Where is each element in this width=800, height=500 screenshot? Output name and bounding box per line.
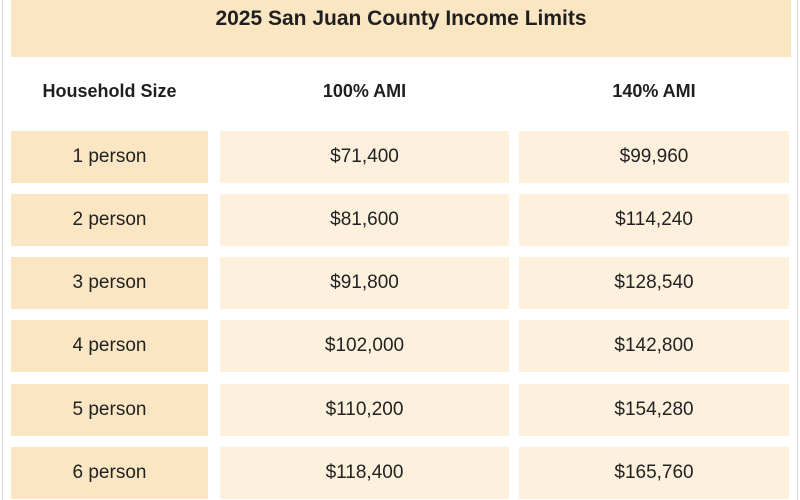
- table-row: 4 person $102,000 $142,800: [3, 320, 800, 372]
- ami-140-cell: $114,240: [519, 194, 789, 246]
- household-size-cell: 3 person: [11, 257, 208, 309]
- ami-140-cell: $154,280: [519, 384, 789, 436]
- table-title-bar: 2025 San Juan County Income Limits: [11, 0, 791, 57]
- ami-100-cell: $102,000: [220, 320, 509, 372]
- table-row: 6 person $118,400 $165,760: [3, 447, 800, 499]
- table-title: 2025 San Juan County Income Limits: [215, 6, 587, 30]
- ami-140-cell: $99,960: [519, 131, 789, 183]
- table-row: 3 person $91,800 $128,540: [3, 257, 800, 309]
- household-size-cell: 6 person: [11, 447, 208, 499]
- column-header-140-ami: 140% AMI: [612, 80, 696, 101]
- table-row: 2 person $81,600 $114,240: [3, 194, 800, 246]
- ami-100-cell: $81,600: [220, 194, 509, 246]
- ami-140-cell: $165,760: [519, 447, 789, 499]
- table-row: 1 person $71,400 $99,960: [3, 131, 800, 183]
- table-header-row: Household Size 100% AMI 140% AMI: [3, 66, 800, 116]
- ami-100-cell: $91,800: [220, 257, 509, 309]
- table-row: 5 person $110,200 $154,280: [3, 384, 800, 436]
- household-size-cell: 1 person: [11, 131, 208, 183]
- ami-140-cell: $142,800: [519, 320, 789, 372]
- ami-140-cell: $128,540: [519, 257, 789, 309]
- ami-100-cell: $71,400: [220, 131, 509, 183]
- household-size-cell: 4 person: [11, 320, 208, 372]
- household-size-cell: 5 person: [11, 384, 208, 436]
- ami-100-cell: $118,400: [220, 447, 509, 499]
- column-header-100-ami: 100% AMI: [322, 80, 407, 101]
- ami-100-cell: $110,200: [220, 384, 509, 436]
- column-header-household-size: Household Size: [42, 80, 177, 101]
- household-size-cell: 2 person: [11, 194, 208, 246]
